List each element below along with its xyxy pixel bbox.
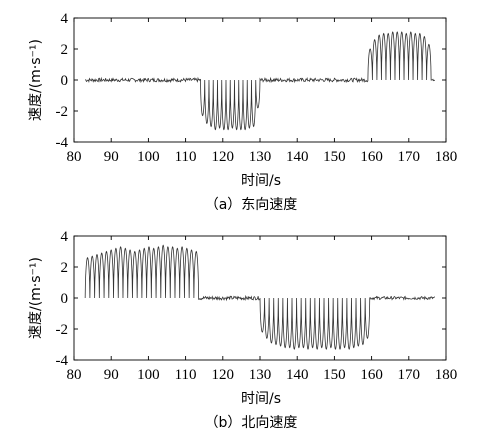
x-tick-label: 160 <box>360 149 383 165</box>
y-tick-label: -2 <box>56 104 69 120</box>
x-tick-label: 80 <box>67 149 82 165</box>
x-tick-label: 170 <box>398 149 421 165</box>
x-tick-label: 130 <box>249 367 272 383</box>
y-axis-label-b: 速度/(m·s⁻¹) <box>28 257 44 339</box>
x-tick-label: 90 <box>104 367 119 383</box>
x-tick-label: 150 <box>323 367 346 383</box>
x-tick-label: 120 <box>212 367 235 383</box>
caption-b: （b）北向速度 <box>205 415 298 431</box>
chart-panel-b: 420-2-4 80 90 100 110 120 130 140 150 160 170 180 … <box>28 229 457 431</box>
y-tick-label: 2 <box>61 42 69 58</box>
x-tick-label: 160 <box>360 367 383 383</box>
y-tick-label: -4 <box>56 353 69 369</box>
x-tick-label: 150 <box>323 149 346 165</box>
x-tick-label: 140 <box>286 367 309 383</box>
x-tick-label: 170 <box>398 367 421 383</box>
x-tick-label: 120 <box>212 149 235 165</box>
x-tick-label: 110 <box>175 367 197 383</box>
y-ticks-b: 4 2 0 -2 -4 <box>56 229 446 369</box>
y-ticks-a: 4 2 0 -2 -4 <box>56 11 446 151</box>
velocity-line-east <box>85 31 436 131</box>
x-tick-label: 100 <box>137 367 160 383</box>
y-tick-label: 4 <box>61 11 69 27</box>
x-tick-label: 140 <box>286 149 309 165</box>
x-ticks-a: 80 90 100 110 120 130 140 150 160 170 180 <box>67 18 458 165</box>
y-axis-label-a: 速度/(m·s⁻¹) <box>28 39 44 121</box>
x-tick-label: 130 <box>249 149 272 165</box>
x-tick-label: 100 <box>137 149 160 165</box>
x-axis-label-b: 时间/s <box>241 391 281 407</box>
caption-a: （a）东向速度 <box>205 197 298 213</box>
x-tick-label: 180 <box>435 367 458 383</box>
x-tick-label: 80 <box>67 367 82 383</box>
y-tick-label: 2 <box>61 260 69 276</box>
y-tick-label: 0 <box>61 73 69 89</box>
y-tick-label: -4 <box>56 135 69 151</box>
x-tick-label: 110 <box>175 149 197 165</box>
chart-panel-a: 420-2-4 80 90 100 110 120 130 140 150 160 170 180 … <box>28 11 457 213</box>
x-tick-label: 180 <box>435 149 458 165</box>
velocity-line-north <box>84 244 436 350</box>
x-ticks-b: 80 90 100 110 120 130 140 150 160 170 180 <box>67 236 458 383</box>
y-tick-label: 0 <box>61 291 69 307</box>
y-tick-label: 4 <box>61 229 69 245</box>
x-tick-label: 90 <box>104 149 119 165</box>
x-axis-label-a: 时间/s <box>241 173 281 189</box>
y-tick-label: -2 <box>56 322 69 338</box>
